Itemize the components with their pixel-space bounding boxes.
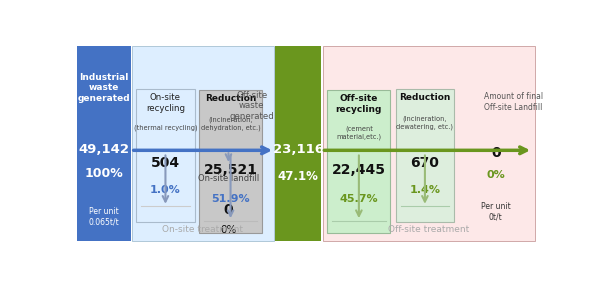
FancyBboxPatch shape <box>136 89 194 222</box>
Text: 0: 0 <box>491 146 500 159</box>
Text: 1.0%: 1.0% <box>150 185 181 195</box>
Text: Reduction: Reduction <box>399 93 451 102</box>
Text: 504: 504 <box>151 156 180 170</box>
FancyBboxPatch shape <box>77 46 131 241</box>
FancyBboxPatch shape <box>328 90 390 233</box>
Text: 0: 0 <box>224 203 233 217</box>
Text: (Incineration,
dewatering, etc.): (Incineration, dewatering, etc.) <box>397 116 454 129</box>
Text: Off-site
waste
generated: Off-site waste generated <box>229 91 274 121</box>
Text: Amount of final
Off-site Landfill: Amount of final Off-site Landfill <box>484 93 544 112</box>
FancyBboxPatch shape <box>132 46 274 241</box>
Text: Industrial
waste
generated: Industrial waste generated <box>78 73 130 103</box>
Text: Off-site treatment: Off-site treatment <box>388 225 470 234</box>
FancyBboxPatch shape <box>275 46 322 241</box>
Text: 23,116: 23,116 <box>272 143 324 156</box>
Text: (cement
material,etc.): (cement material,etc.) <box>337 126 382 140</box>
FancyBboxPatch shape <box>199 90 262 233</box>
FancyBboxPatch shape <box>396 89 454 222</box>
Text: 22,445: 22,445 <box>332 163 386 177</box>
Text: 51.9%: 51.9% <box>211 194 250 204</box>
Text: 670: 670 <box>410 156 439 170</box>
Text: (thermal recycling): (thermal recycling) <box>134 125 197 131</box>
Text: Per unit
0.065t/t: Per unit 0.065t/t <box>89 207 119 226</box>
Text: Reduction: Reduction <box>205 94 256 103</box>
Text: Off-site
recycling: Off-site recycling <box>335 94 382 114</box>
Text: (Incineration,
dehydration, etc.): (Incineration, dehydration, etc.) <box>200 117 260 131</box>
Text: 25,521: 25,521 <box>203 163 257 177</box>
Text: 49,142: 49,142 <box>79 143 130 156</box>
Text: On-site
recycling: On-site recycling <box>146 93 185 113</box>
Text: 1.4%: 1.4% <box>409 185 440 195</box>
FancyBboxPatch shape <box>323 46 535 241</box>
Text: On-site landfill: On-site landfill <box>198 174 259 183</box>
Text: On-site treatment: On-site treatment <box>162 225 243 234</box>
Text: 45.7%: 45.7% <box>340 194 378 204</box>
Text: 0%: 0% <box>487 170 505 180</box>
Text: 100%: 100% <box>85 167 124 180</box>
Text: Per unit
0t/t: Per unit 0t/t <box>481 202 511 222</box>
Text: 0%: 0% <box>220 225 236 235</box>
Text: 47.1%: 47.1% <box>278 170 319 182</box>
